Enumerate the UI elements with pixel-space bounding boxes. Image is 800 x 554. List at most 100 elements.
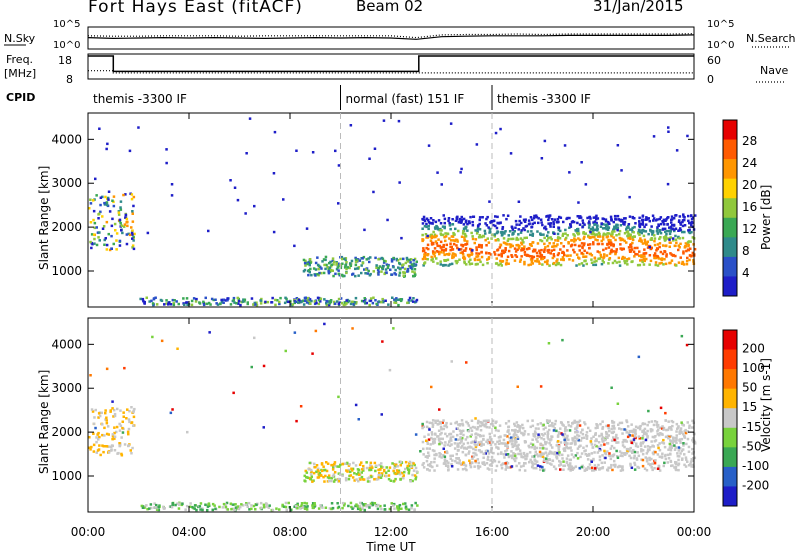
power-echo-point	[641, 223, 645, 226]
velocity-echo-point	[399, 477, 402, 481]
power-echo-point	[552, 225, 555, 228]
velocity-echo-point	[506, 435, 509, 438]
velocity-colorbar-frame	[722, 329, 738, 507]
power-echo-point	[550, 249, 553, 252]
velocity-echo-point	[431, 421, 434, 425]
power-echo-point	[369, 297, 373, 300]
velocity-echo-point	[460, 419, 464, 422]
velocity-echo-point	[330, 463, 333, 467]
velocity-echo-point	[356, 468, 360, 471]
velocity-echo-point	[562, 434, 565, 438]
power-echo-point	[592, 263, 595, 267]
velocity-echo-point	[473, 442, 476, 446]
velocity-echo-point	[336, 502, 339, 505]
power-echo-point	[470, 250, 473, 253]
power-echo-point	[548, 264, 551, 267]
velocity-echo-point	[428, 447, 431, 450]
velocity-echo-point	[333, 471, 337, 474]
power-echo-point	[553, 232, 556, 235]
power-echo-point	[630, 260, 633, 264]
power-echo-point	[304, 259, 307, 263]
velocity-echo-point	[457, 423, 460, 426]
power-echo-point	[653, 234, 656, 237]
power-echo-point	[642, 263, 646, 266]
power-echo-point	[544, 246, 547, 249]
velocity-echo-point	[650, 428, 654, 432]
power-echo-point	[484, 232, 487, 235]
power-echo-point	[568, 171, 571, 174]
velocity-echo-point	[630, 441, 633, 444]
velocity-echo-point	[373, 478, 376, 481]
power-echo-point	[337, 262, 340, 265]
power-echo-point	[619, 237, 623, 240]
velocity-echo-point	[623, 445, 626, 449]
power-echo-point	[476, 258, 480, 262]
velocity-echo-point	[618, 421, 622, 425]
power-echo-point	[510, 237, 513, 241]
power-echo-point	[599, 225, 603, 228]
velocity-echo-point	[480, 444, 483, 447]
power-echo-point	[547, 248, 551, 252]
power-echo-point	[439, 263, 442, 266]
velocity-echo-point	[683, 463, 686, 467]
velocity-echo-point	[521, 423, 524, 427]
power-echo-point	[363, 268, 366, 271]
velocity-echo-point	[533, 447, 537, 450]
velocity-echo-point	[646, 434, 649, 438]
velocity-echo-point	[449, 422, 453, 425]
power-echo-point	[236, 296, 239, 300]
velocity-echo-point	[531, 455, 534, 458]
velocity-echo-point	[656, 423, 660, 427]
velocity-echo-point	[565, 437, 569, 440]
velocity-echo-point	[411, 473, 414, 477]
power-echo-point	[493, 250, 496, 254]
power-echo-point	[662, 236, 666, 239]
velocity-echo-point	[397, 508, 400, 512]
velocity-echo-point	[693, 456, 697, 460]
velocity-echo-point	[569, 446, 572, 449]
velocity-echo-point	[602, 440, 605, 443]
velocity-echo-point	[539, 443, 543, 446]
velocity-echo-point	[406, 464, 409, 468]
velocity-echo-point	[198, 505, 202, 508]
power-echo-point	[578, 249, 581, 252]
power-echo-point	[658, 262, 661, 265]
power-echo-point	[475, 246, 478, 249]
velocity-echo-point	[354, 464, 358, 467]
power-echo-point	[470, 252, 474, 256]
power-echo-point	[546, 244, 550, 248]
power-echo-point	[131, 220, 135, 223]
velocity-echo-point	[587, 465, 590, 469]
velocity-echo-point	[534, 432, 537, 435]
power-echo-point	[604, 218, 608, 221]
power-echo-point	[435, 234, 438, 238]
power-echo-point	[272, 172, 276, 175]
power-echo-point	[426, 258, 429, 261]
power-echo-point	[517, 228, 520, 231]
power-echo-point	[131, 210, 134, 213]
power-echo-point	[631, 241, 634, 245]
power-echo-point	[659, 236, 662, 239]
power-echo-point	[557, 226, 561, 230]
power-echo-point	[442, 263, 445, 267]
power-echo-point	[387, 303, 390, 306]
power-echo-point	[145, 296, 148, 299]
velocity-echo-point	[665, 428, 668, 432]
power-echo-point	[331, 269, 334, 272]
velocity-echo-point	[516, 430, 520, 433]
power-echo-point	[327, 268, 330, 271]
velocity-echo-point	[585, 431, 589, 434]
power-echo-point	[243, 300, 246, 303]
power-echo-point	[532, 255, 536, 259]
velocity-echo-point	[450, 439, 453, 442]
velocity-echo-point	[482, 461, 486, 464]
power-echo-point	[583, 255, 586, 258]
power-echo-point	[539, 233, 543, 236]
velocity-echo-point	[447, 461, 450, 464]
power-echo-point	[623, 223, 626, 226]
velocity-echo-point	[574, 454, 578, 457]
power-echo-point	[95, 226, 98, 229]
velocity-echo-point	[92, 443, 96, 447]
velocity-echo-point	[104, 445, 108, 448]
velocity-echo-point	[361, 478, 365, 481]
